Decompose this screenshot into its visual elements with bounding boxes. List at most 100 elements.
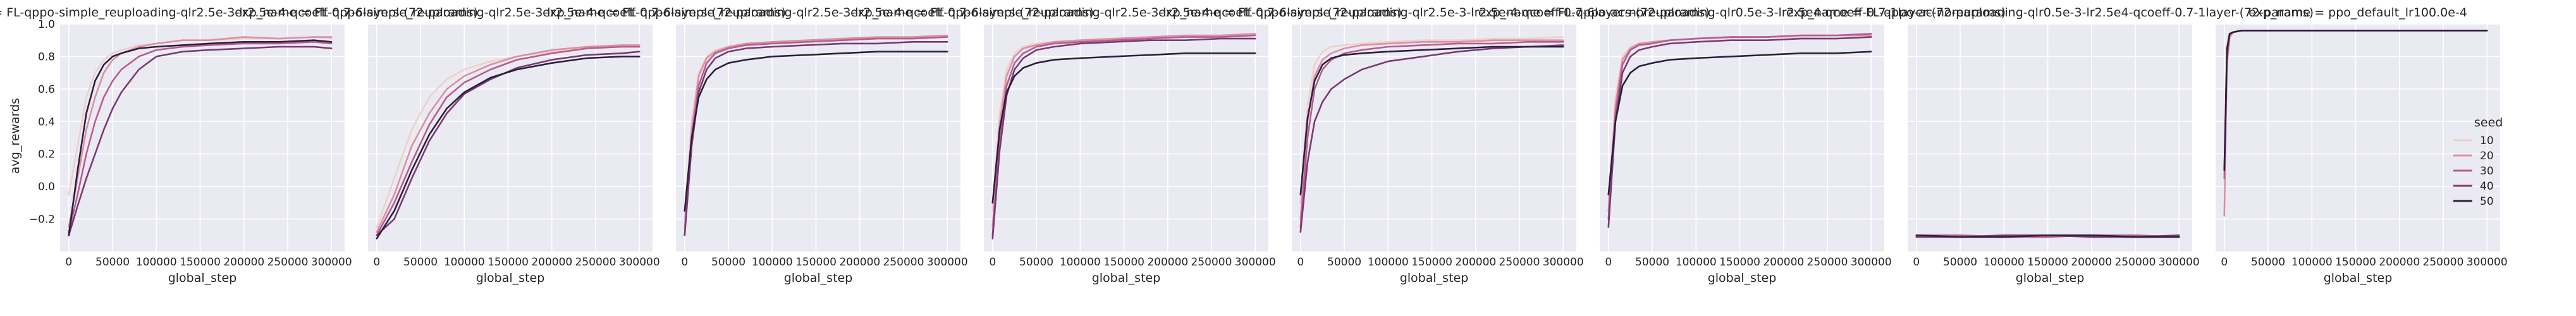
x-tick-label: 250000 [1191, 256, 1232, 269]
series-line-seed-50 [68, 39, 333, 236]
panel-title: exp_name = FL-qppo-ac-noreuploading-qlr0… [1786, 6, 2314, 20]
x-tick-label: 150000 [1719, 256, 1760, 269]
x-tick-label: 100000 [1060, 256, 1101, 269]
x-axis-label: global_step [2324, 271, 2393, 285]
x-axis-label: global_step [1092, 271, 1161, 285]
x-tick-label: 300000 [619, 256, 660, 269]
x-tick-label: 50000 [95, 256, 130, 269]
x-tick-label: 0 [681, 256, 688, 269]
x-tick-label: 50000 [711, 256, 745, 269]
x-tick-label: 200000 [2071, 256, 2112, 269]
x-tick-label: 100000 [1984, 256, 2025, 269]
panel-title: exp_name = FL-qppo-simple_reuploading-ql… [235, 6, 786, 20]
legend-label: 30 [2480, 165, 2494, 178]
x-tick-label: 50000 [403, 256, 438, 269]
x-tick-label: 50000 [1635, 256, 1669, 269]
x-tick-label: 150000 [1103, 256, 1144, 269]
series-line-seed-30 [991, 34, 1256, 236]
x-tick-label: 0 [1297, 256, 1304, 269]
panel-5: 0 50000 100000 150000 200000 250000 300000glob… [1158, 6, 1710, 285]
series-group [68, 36, 333, 236]
x-tick-label: 300000 [311, 256, 352, 269]
x-tick-label: 200000 [223, 256, 264, 269]
x-tick-label: 200000 [1763, 256, 1804, 269]
x-tick-label: 150000 [180, 256, 221, 269]
x-tick-label: 300000 [927, 256, 968, 269]
legend-entry-10: 10 [2453, 135, 2494, 147]
x-tick-label: 200000 [1147, 256, 1188, 269]
y-tick-label: 0.4 [38, 116, 55, 128]
panel-4: 0 50000 100000 150000 200000 250000 300000glob… [850, 6, 1402, 285]
x-tick-label: 50000 [1019, 256, 1053, 269]
series-group [376, 44, 641, 240]
x-tick-label: 0 [65, 256, 72, 269]
series-line-seed-50 [684, 51, 948, 212]
plot-area [1292, 24, 1576, 252]
x-tick-label: 250000 [2423, 256, 2464, 269]
series-line-seed-30 [1607, 33, 1872, 220]
series-line-seed-20 [1299, 39, 1564, 220]
series-group [684, 34, 948, 236]
legend-entry-40: 40 [2453, 180, 2494, 193]
series-line-seed-50 [2223, 29, 2488, 171]
x-tick-label: 250000 [1807, 256, 1848, 269]
series-line-seed-50 [1607, 51, 1872, 196]
y-tick-label: −0.2 [29, 214, 55, 226]
x-axis-label: global_step [168, 271, 237, 285]
series-line-seed-40 [684, 41, 948, 236]
x-tick-label: 200000 [1455, 256, 1496, 269]
series-line-seed-40 [1607, 36, 1872, 228]
panel-8: 0 50000 100000 150000 200000 250000 300000 glob… [2216, 6, 2508, 285]
plot-area [1908, 24, 2192, 252]
x-axis-label: global_step [1400, 271, 1469, 285]
legend-label: 10 [2480, 135, 2494, 147]
series-line-seed-20 [684, 34, 948, 228]
legend-label: 50 [2480, 195, 2494, 208]
x-tick-label: 250000 [267, 256, 309, 269]
series-group [1607, 33, 1872, 228]
series-line-seed-50 [991, 52, 1256, 204]
panel-title: exp_name = FL-qppo-simple_reuploading-ql… [0, 6, 478, 20]
x-tick-label: 150000 [2335, 256, 2376, 269]
panel-title: exp_name = ppo_default_lr100.0e-4 [2248, 6, 2467, 20]
series-line-seed-50 [1915, 234, 2180, 238]
panel-3: 0 50000 100000 150000 200000 250000 300000glob… [543, 6, 1094, 285]
x-tick-label: 0 [1913, 256, 1920, 269]
x-tick-label: 0 [2221, 256, 2228, 269]
series-group [1915, 234, 2180, 238]
y-tick-label: 0.6 [38, 83, 55, 96]
x-axis-label: global_step [2016, 271, 2085, 285]
x-tick-label: 250000 [883, 256, 924, 269]
x-tick-label: 300000 [1235, 256, 1276, 269]
x-tick-label: 250000 [2115, 256, 2156, 269]
x-tick-label: 250000 [1499, 256, 1540, 269]
x-axis-label: global_step [1708, 271, 1777, 285]
series-line-seed-40 [68, 46, 333, 236]
x-tick-label: 200000 [531, 256, 572, 269]
legend-entry-30: 30 [2453, 165, 2494, 178]
x-tick-label: 300000 [2159, 256, 2200, 269]
x-axis-label: global_step [784, 271, 853, 285]
series-line-seed-30 [376, 46, 641, 236]
x-tick-label: 0 [1605, 256, 1612, 269]
x-tick-label: 250000 [575, 256, 616, 269]
x-tick-label: 100000 [136, 256, 177, 269]
plot-area [60, 24, 345, 252]
y-tick-label: 1.0 [38, 18, 55, 31]
legend-label: 20 [2480, 150, 2494, 162]
x-tick-label: 150000 [2027, 256, 2068, 269]
panel-1: 0 50000 100000 150000 200000 250000 300000 −0.2… [0, 6, 478, 285]
y-tick-label: 0.8 [38, 51, 55, 63]
series-line-seed-10 [1299, 36, 1564, 204]
series-line-seed-20 [68, 36, 333, 228]
plot-area [2216, 24, 2500, 252]
plot-area [1600, 24, 1884, 252]
legend-entries: 10 20 30 40 50 [2453, 135, 2494, 208]
plot-area [676, 24, 960, 252]
x-tick-label: 100000 [1368, 256, 1409, 269]
series-group [2223, 29, 2488, 217]
panel-2: 0 50000 100000 150000 200000 250000 300000glob… [235, 6, 786, 285]
x-tick-label: 300000 [1543, 256, 1584, 269]
x-tick-label: 150000 [1411, 256, 1452, 269]
